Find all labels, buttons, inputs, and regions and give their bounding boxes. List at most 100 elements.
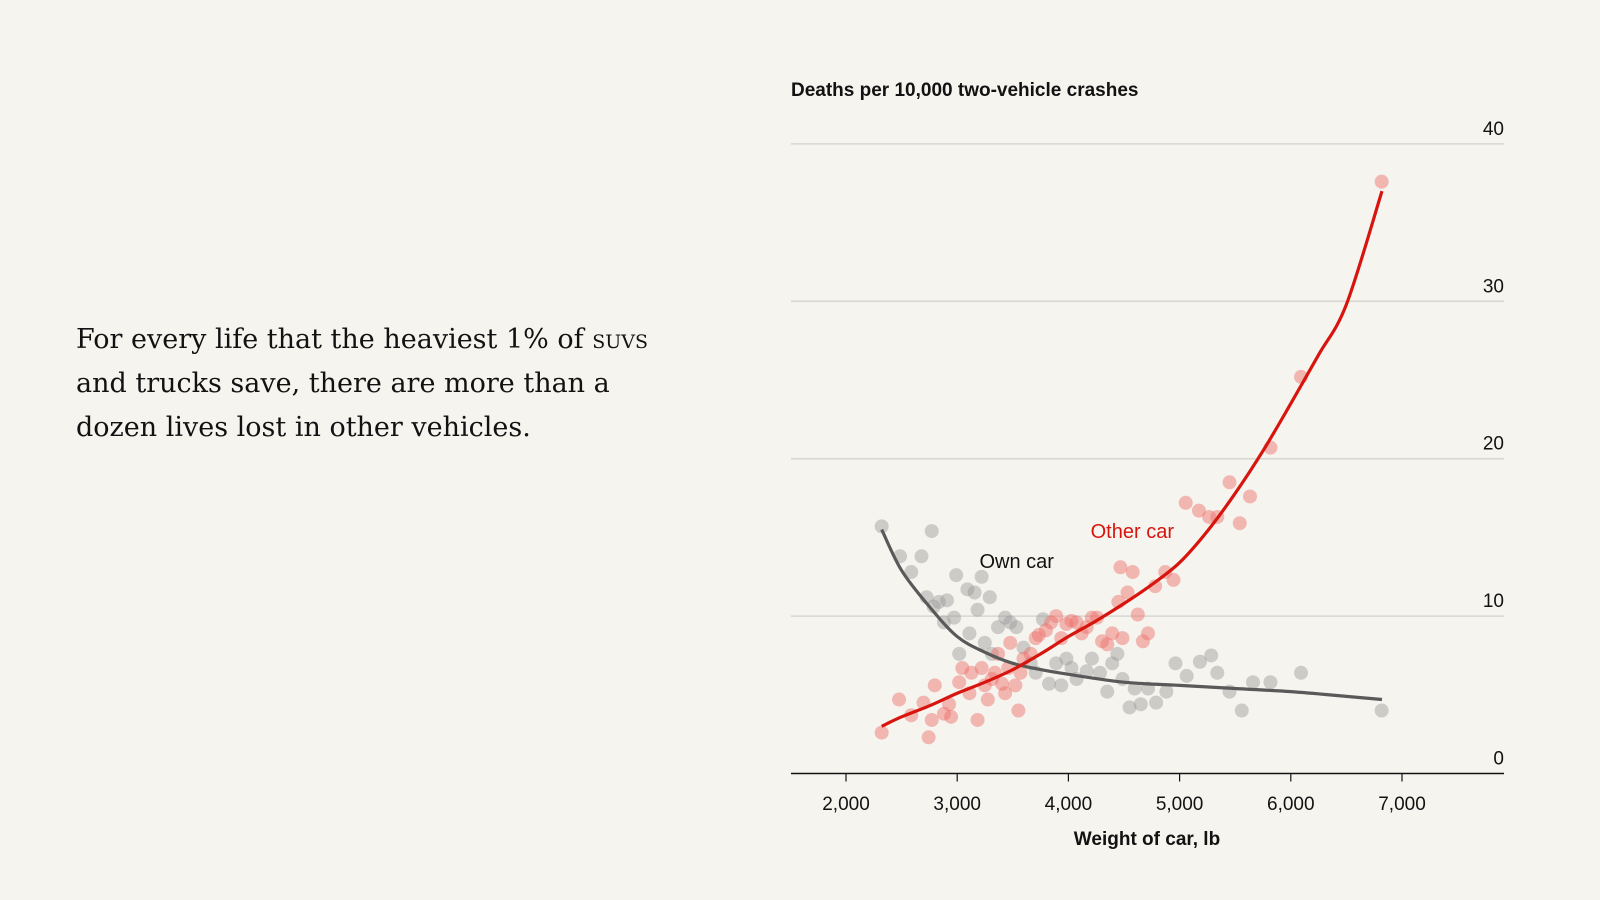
own-car-point — [970, 602, 985, 617]
own-car-point — [1245, 675, 1260, 690]
other-car-point — [1011, 703, 1026, 718]
own-car-point — [1127, 681, 1142, 696]
own-car-point — [939, 593, 954, 608]
own-car-point — [998, 610, 1013, 625]
other-car-point — [1125, 565, 1140, 580]
other-car-point — [1049, 609, 1064, 624]
own-car-point — [1159, 684, 1174, 699]
other-car-point — [1222, 475, 1237, 490]
own-car-point — [962, 626, 977, 641]
x-tick-label: 5,000 — [1156, 794, 1204, 815]
other-car-label: Other car — [1091, 521, 1175, 543]
own-car-point — [924, 524, 939, 539]
own-car-point — [1192, 654, 1207, 669]
own-car-point — [1110, 646, 1125, 661]
x-tick-label: 2,000 — [822, 794, 870, 815]
other-car-point — [1178, 495, 1193, 510]
other-car-point — [944, 709, 959, 724]
own-car-point — [1122, 700, 1137, 715]
other-car-point — [952, 675, 967, 690]
other-car-trend-line — [881, 190, 1384, 728]
other-car-point — [921, 730, 936, 745]
other-car-point — [1242, 489, 1257, 504]
own-car-point — [1003, 615, 1018, 630]
own-car-point — [1059, 651, 1074, 666]
own-car-point — [1042, 676, 1057, 691]
other-car-point — [942, 697, 957, 712]
other-car-point — [1008, 678, 1023, 693]
other-car-point — [1003, 635, 1018, 650]
other-car-point — [1232, 516, 1247, 531]
other-car-point — [1113, 560, 1128, 575]
other-car-point — [1031, 627, 1046, 642]
x-tick-label: 6,000 — [1267, 794, 1315, 815]
own-car-point — [960, 582, 975, 597]
own-car-point — [982, 590, 997, 605]
other-car-point — [1148, 579, 1163, 594]
other-car-point — [1105, 626, 1120, 641]
own-car-point — [967, 585, 982, 600]
other-car-point — [1115, 631, 1130, 646]
chart-title: Deaths per 10,000 two-vehicle crashes — [791, 80, 1138, 101]
own-car-point — [1105, 656, 1120, 671]
headline-smallcaps: suvs — [592, 324, 648, 355]
own-car-point — [1009, 620, 1024, 635]
other-car-point — [1120, 585, 1135, 600]
other-car-point — [1135, 634, 1150, 649]
own-car-point — [952, 646, 967, 661]
other-car-point — [1069, 615, 1084, 630]
other-car-point — [980, 692, 995, 707]
other-car-point — [998, 686, 1013, 701]
own-car-point — [1054, 678, 1069, 693]
headline-text-2: and trucks save, there are more than a d… — [76, 368, 610, 443]
own-car-point — [1374, 703, 1389, 718]
other-car-point — [1095, 634, 1110, 649]
own-car-point — [1149, 695, 1164, 710]
other-car-point — [924, 712, 939, 727]
x-tick-label: 4,000 — [1045, 794, 1093, 815]
own-car-point — [926, 599, 941, 614]
other-car-point — [1202, 509, 1217, 524]
other-car-point — [970, 712, 985, 727]
other-car-point — [936, 706, 951, 721]
other-car-point — [892, 692, 907, 707]
y-tick-label: 10 — [1483, 591, 1504, 612]
own-car-point — [1079, 664, 1094, 679]
x-tick-label: 3,000 — [933, 794, 981, 815]
other-car-point — [1191, 503, 1206, 518]
own-car-point — [914, 549, 929, 564]
own-car-point — [1100, 684, 1115, 699]
own-car-point — [1234, 703, 1249, 718]
x-tick-label: 7,000 — [1378, 794, 1426, 815]
other-car-point — [1059, 616, 1074, 631]
other-car-point — [1064, 613, 1079, 628]
other-car-point — [995, 676, 1010, 691]
own-car-label: Own car — [979, 551, 1054, 573]
own-car-point — [991, 620, 1006, 635]
own-car-point — [931, 594, 946, 609]
other-car-point — [1130, 607, 1145, 622]
own-car-point — [1179, 668, 1194, 683]
other-car-point — [1100, 637, 1115, 652]
own-car-point — [1064, 661, 1079, 676]
other-car-point — [1374, 174, 1389, 189]
other-car-point — [955, 661, 970, 676]
y-tick-label: 40 — [1483, 119, 1504, 140]
other-car-point — [964, 665, 979, 680]
own-car-point — [1210, 665, 1225, 680]
headline: For every life that the heaviest 1% of s… — [76, 318, 676, 450]
other-car-point — [1038, 623, 1053, 638]
own-car-point — [1035, 612, 1050, 627]
y-tick-label: 20 — [1483, 434, 1504, 455]
own-car-point — [1263, 675, 1278, 690]
other-car-point — [1141, 626, 1156, 641]
own-car-point — [1016, 640, 1031, 655]
own-car-point — [1294, 665, 1309, 680]
other-car-point — [927, 678, 942, 693]
own-car-point — [949, 568, 964, 583]
own-car-point — [1084, 651, 1099, 666]
other-car-point — [1166, 572, 1181, 587]
own-car-point — [874, 519, 889, 534]
y-tick-label: 0 — [1493, 749, 1504, 770]
